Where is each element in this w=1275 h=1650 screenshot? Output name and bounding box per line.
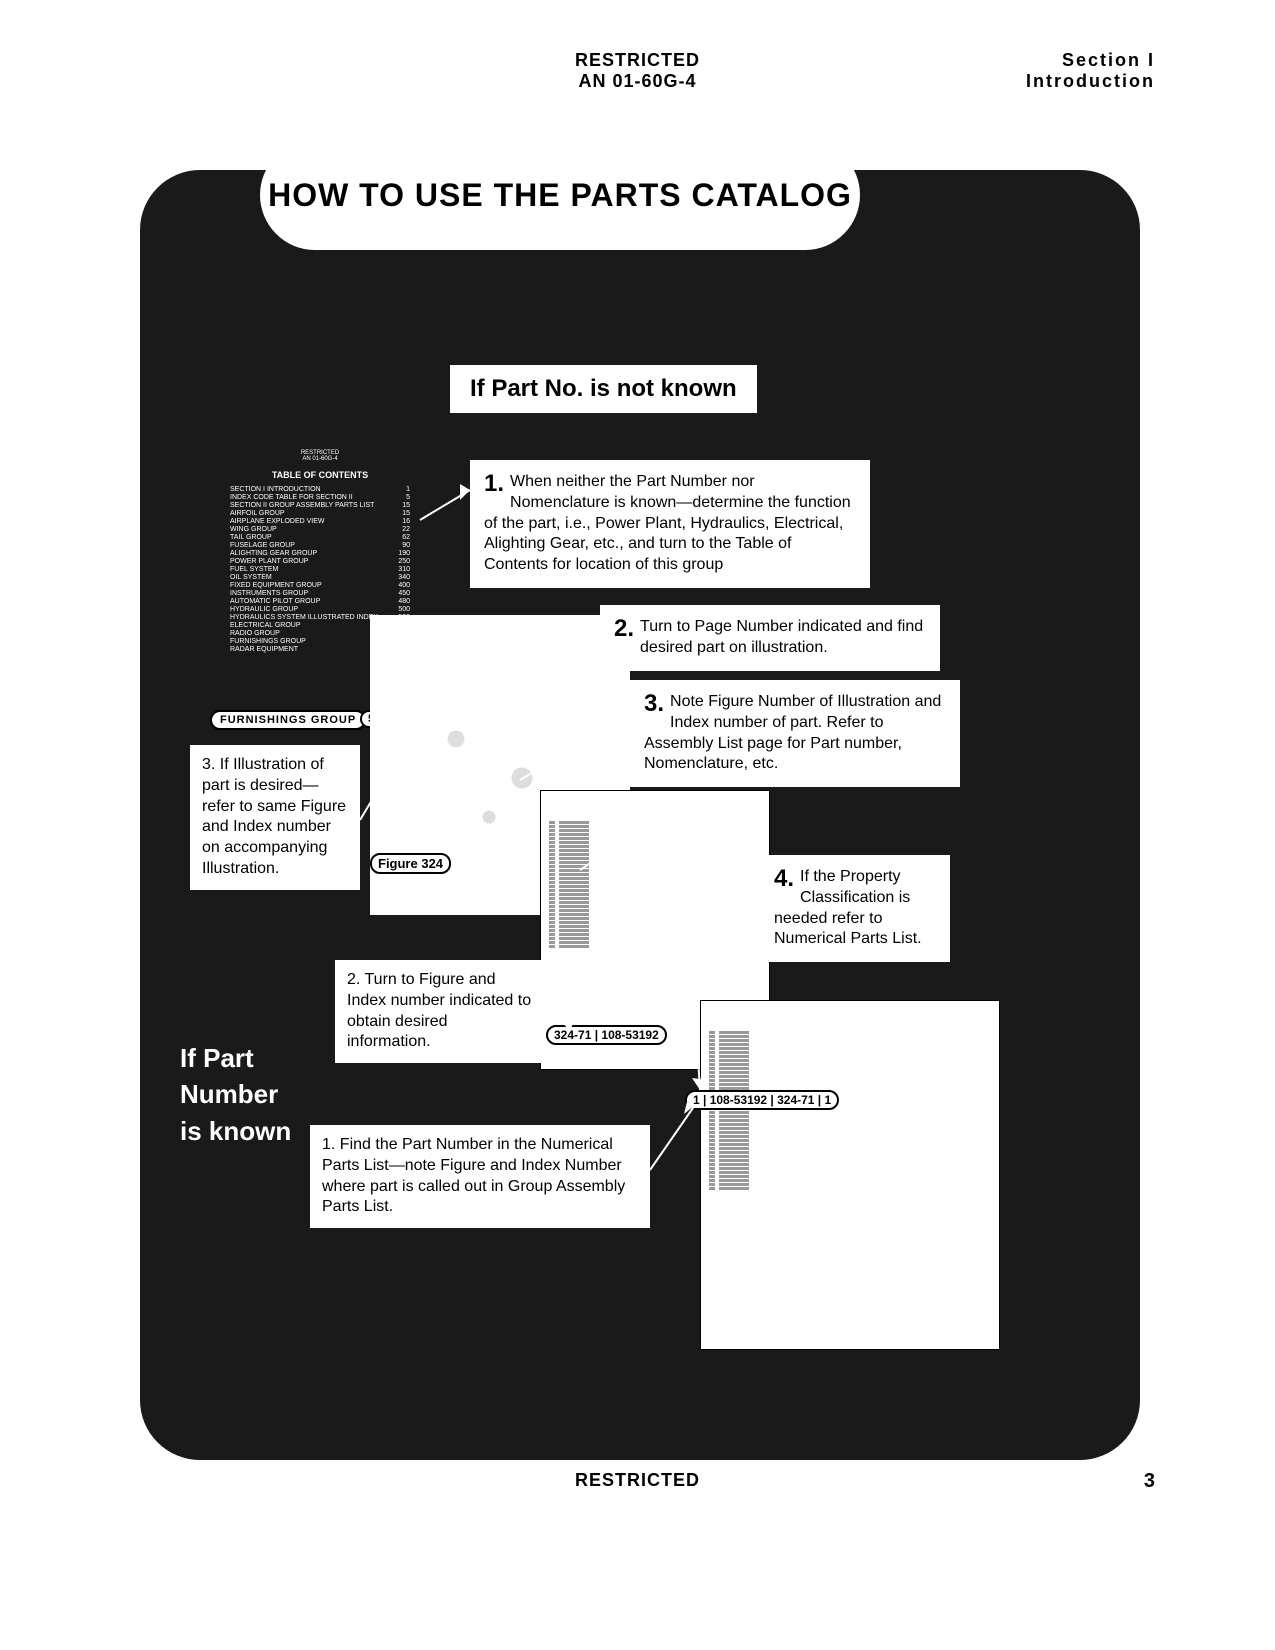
main-panel: HOW TO USE THE PARTS CATALOG If Part No.… <box>140 170 1140 1460</box>
callout-text: Note Figure Number of Illustration and I… <box>644 693 941 772</box>
toc-title: TABLE OF CONTENTS <box>230 470 410 480</box>
callout-num: 2. <box>614 617 634 641</box>
toc-line: INDEX CODE TABLE FOR SECTION II5 <box>230 494 410 501</box>
toc-line: FUEL SYSTEM310 <box>230 566 410 573</box>
toc-line: AUTOMATIC PILOT GROUP480 <box>230 598 410 605</box>
toc-line: POWER PLANT GROUP250 <box>230 558 410 565</box>
toc-line: TAIL GROUP62 <box>230 534 410 541</box>
figure-badge: Figure 324 <box>370 853 451 874</box>
callout-left-1: 1. Find the Part Number in the Numerical… <box>310 1125 650 1228</box>
figure-page: 568 <box>380 875 400 889</box>
restricted-bottom: RESTRICTED <box>575 1470 700 1491</box>
callout-top-4: 4. If the Property Classification is nee… <box>760 855 950 962</box>
callout-num: 2. <box>347 971 360 988</box>
toc-line: INSTRUMENTS GROUP450 <box>230 590 410 597</box>
numerical-badge: 1 | 108-53192 | 324-71 | 1 <box>685 1090 839 1110</box>
callout-text: Turn to Page Number indicated and find d… <box>640 618 923 656</box>
assembly-badge: 324-71 | 108-53192 <box>546 1025 667 1045</box>
toc-line: AIRPLANE EXPLODED VIEW16 <box>230 518 410 525</box>
toc-line: SECTION II GROUP ASSEMBLY PARTS LIST15 <box>230 502 410 509</box>
page-header: RESTRICTED AN 01-60G-4 Section I Introdu… <box>0 50 1275 92</box>
toc-line: WING GROUP22 <box>230 526 410 533</box>
callout-top-1: 1. When neither the Part Number nor Nome… <box>470 460 870 588</box>
callout-text: If the Property Classification is needed… <box>774 868 922 947</box>
callout-num: 1. <box>484 472 504 496</box>
callout-text: Find the Part Number in the Numerical Pa… <box>322 1136 625 1215</box>
callout-left-2: 2. Turn to Figure and Index number indic… <box>335 960 545 1063</box>
section-label: Section I <box>1026 50 1155 71</box>
header-right: Section I Introduction <box>1026 50 1155 92</box>
numerical-list-thumbnail <box>700 1000 1000 1350</box>
assembly-rows <box>541 791 769 956</box>
doc-number: AN 01-60G-4 <box>575 71 700 92</box>
furnishings-badge: FURNISHINGS GROUP <box>210 710 366 730</box>
callout-left-3: 3. If Illustration of part is desired—re… <box>190 745 360 890</box>
callout-num: 3. <box>202 756 215 773</box>
callout-top-3: 3. Note Figure Number of Illustration an… <box>630 680 960 787</box>
callout-num: 4. <box>774 867 794 891</box>
toc-line: OIL SYSTEM340 <box>230 574 410 581</box>
section-subtitle: Introduction <box>1026 71 1155 92</box>
toc-line: HYDRAULIC GROUP500 <box>230 606 410 613</box>
header-center: RESTRICTED AN 01-60G-4 <box>575 50 700 92</box>
callout-top-2: 2. Turn to Page Number indicated and fin… <box>600 605 940 671</box>
callout-num: 1. <box>322 1136 335 1153</box>
callout-text: If Illustration of part is desired—refer… <box>202 756 346 877</box>
callout-text: Turn to Figure and Index number indicate… <box>347 971 531 1050</box>
toc-line: AIRFOIL GROUP15 <box>230 510 410 517</box>
toc-line: FUSELAGE GROUP90 <box>230 542 410 549</box>
page-title: HOW TO USE THE PARTS CATALOG <box>268 177 852 214</box>
known-l1: If Part <box>180 1040 291 1076</box>
known-heading: If Part Number is known <box>180 1040 291 1149</box>
not-known-heading: If Part No. is not known <box>450 365 757 413</box>
toc-line: SECTION I INTRODUCTION1 <box>230 486 410 493</box>
callout-num: 3. <box>644 692 664 716</box>
restricted-top: RESTRICTED <box>575 50 700 71</box>
known-l2: Number <box>180 1076 291 1112</box>
callout-text: When neither the Part Number nor Nomencl… <box>484 473 851 573</box>
title-bubble: HOW TO USE THE PARTS CATALOG <box>260 140 860 250</box>
toc-line: FIXED EQUIPMENT GROUP400 <box>230 582 410 589</box>
toc-line: ALIGHTING GEAR GROUP190 <box>230 550 410 557</box>
toc-header: RESTRICTED AN 01-60G-4 <box>230 450 410 462</box>
known-l3: is known <box>180 1113 291 1149</box>
page-number: 3 <box>1144 1470 1155 1493</box>
